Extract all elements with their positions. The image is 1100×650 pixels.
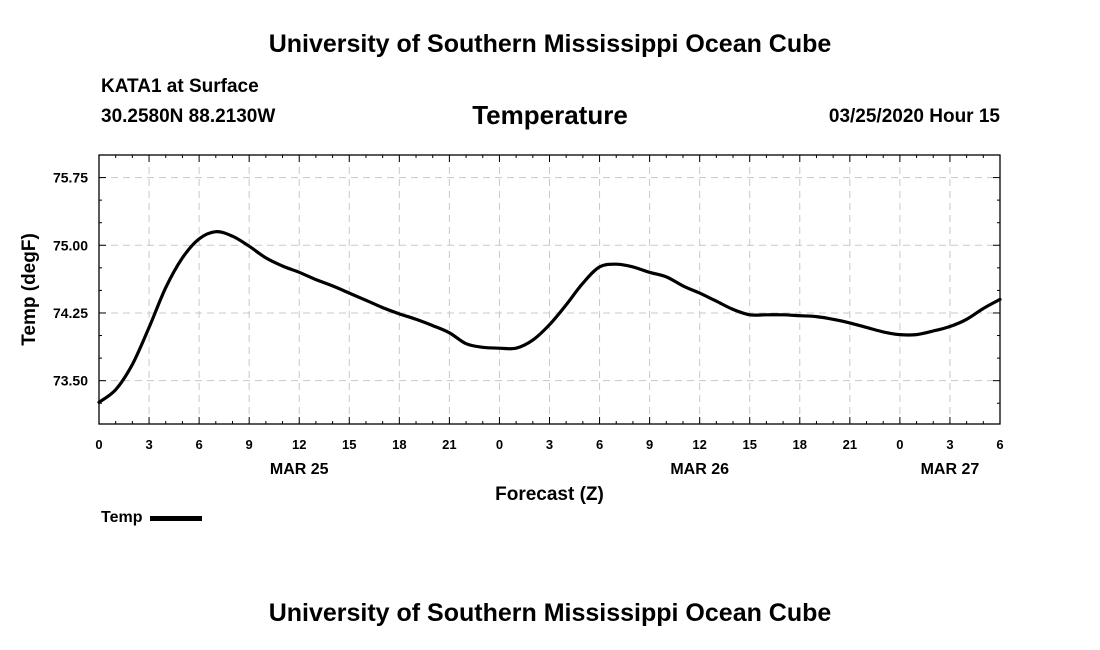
legend-swatch-temp bbox=[150, 515, 203, 521]
legend-label-temp: Temp bbox=[101, 509, 143, 526]
x-tick-label: 3 bbox=[546, 437, 553, 452]
footer-title: University of Southern Mississippi Ocean… bbox=[268, 599, 832, 627]
y-tick-label: 75.75 bbox=[53, 170, 88, 186]
date-label: MAR 27 bbox=[921, 461, 980, 478]
x-tick-label: 0 bbox=[496, 437, 503, 452]
x-tick-label: 18 bbox=[392, 437, 406, 452]
y-axis-label: Temp (degF) bbox=[19, 233, 40, 346]
legend: Temp bbox=[101, 509, 203, 527]
date-label: MAR 26 bbox=[670, 461, 729, 478]
x-tick-label: 0 bbox=[95, 437, 102, 452]
series-layer bbox=[97, 230, 1002, 404]
x-tick-label: 6 bbox=[195, 437, 202, 452]
station-label: KATA1 at Surface bbox=[101, 76, 259, 97]
x-tick-label: 15 bbox=[342, 437, 356, 452]
series-line-temp bbox=[97, 230, 1002, 404]
x-tick-label: 3 bbox=[946, 437, 953, 452]
y-tick-label: 74.25 bbox=[53, 305, 88, 321]
coordinates-label: 30.2580N 88.2130W bbox=[101, 106, 276, 127]
x-tick-label: 9 bbox=[246, 437, 253, 452]
x-tick-label: 18 bbox=[793, 437, 807, 452]
x-tick-label: 21 bbox=[442, 437, 456, 452]
issued-time-label: 03/25/2020 Hour 15 bbox=[828, 106, 1000, 127]
x-axis-label: Forecast (Z) bbox=[495, 484, 604, 505]
x-tick-label: 6 bbox=[596, 437, 603, 452]
x-tick-label: 0 bbox=[896, 437, 903, 452]
x-tick-label: 21 bbox=[843, 437, 857, 452]
date-label: MAR 25 bbox=[270, 461, 329, 478]
axis-labels: 0 3 6 9 12 15 18 21 0 3 6 9 12 15 18 21 0 3 6 MAR 25 MAR 26 M… bbox=[19, 170, 1004, 505]
chart-title: Temperature bbox=[472, 100, 628, 130]
y-tick-label: 73.50 bbox=[53, 373, 88, 389]
plot-frame bbox=[98, 154, 1001, 425]
x-tick-label: 15 bbox=[742, 437, 756, 452]
x-tick-label: 6 bbox=[996, 437, 1003, 452]
grid-lines bbox=[99, 155, 1000, 424]
axis-ticks bbox=[98, 155, 1001, 424]
x-tick-label: 9 bbox=[646, 437, 653, 452]
x-tick-label: 12 bbox=[292, 437, 306, 452]
x-tick-label: 12 bbox=[692, 437, 706, 452]
y-tick-label: 75.00 bbox=[53, 237, 88, 253]
x-tick-label: 3 bbox=[145, 437, 152, 452]
page-title: University of Southern Mississippi Ocean… bbox=[268, 30, 832, 58]
